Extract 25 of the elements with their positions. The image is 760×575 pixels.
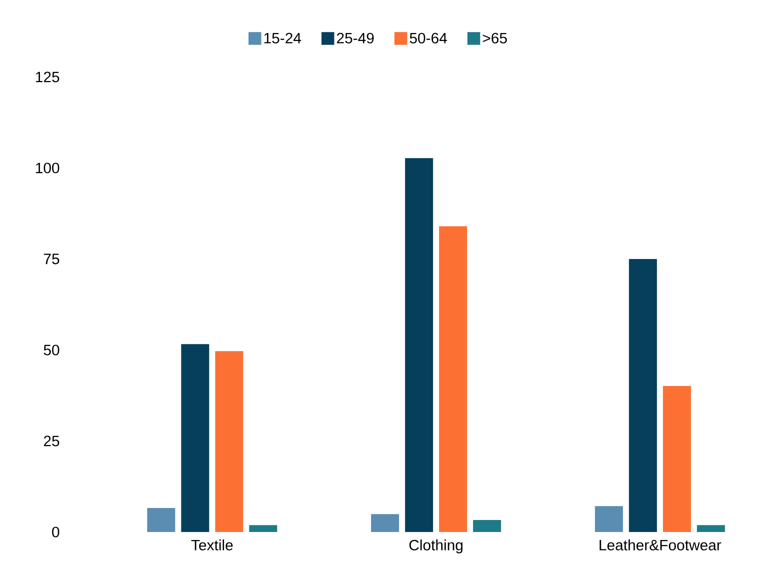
bar — [181, 344, 210, 532]
y-tick-label: 75 — [44, 254, 60, 264]
y-tick-label: 0 — [52, 526, 60, 538]
bar — [249, 525, 278, 532]
bar — [371, 514, 400, 532]
bar — [696, 525, 725, 532]
bar — [473, 520, 502, 532]
bar — [628, 258, 657, 532]
legend-label: 15-24 — [264, 32, 302, 44]
bar — [405, 158, 434, 532]
y-tick-label: 100 — [36, 162, 60, 174]
x-tick-label: Clothing — [409, 539, 462, 554]
bar — [439, 226, 468, 532]
legend-label: 25-49 — [336, 32, 374, 44]
x-tick-label: Leather&Footwear — [600, 539, 722, 550]
legend-label: >65 — [482, 32, 507, 44]
bar — [147, 508, 176, 532]
y-tick-label: 25 — [44, 436, 60, 446]
bar — [215, 351, 244, 532]
y-tick-label: 125 — [36, 72, 60, 82]
y-tick-label: 50 — [44, 344, 60, 356]
bar — [662, 386, 691, 532]
legend-label: 50-64 — [410, 32, 447, 44]
x-tick-label: Textile — [191, 539, 233, 550]
bar — [594, 506, 623, 532]
